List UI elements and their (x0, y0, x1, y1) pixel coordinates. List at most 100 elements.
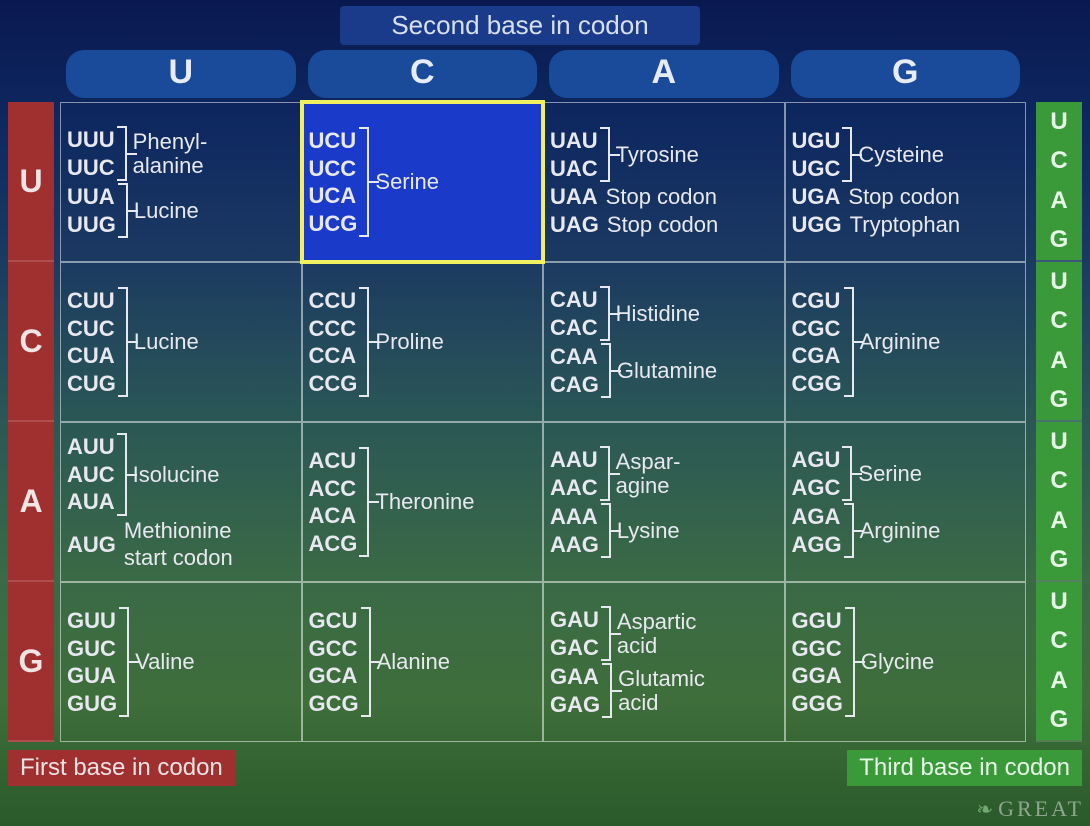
codon: UAA (550, 183, 598, 211)
third-base-a: A (1036, 341, 1082, 381)
codon-cell-u-a: UAUUACTyrosineUAAStop codonUAGStop codon (543, 102, 785, 262)
second-base-header: Second base in codon (340, 6, 700, 45)
row-head-a: A (8, 422, 54, 582)
codon-cell-g-c: GCUGCCGCAGCG Alanine (302, 582, 544, 742)
amino-acid-label: Lucine (134, 330, 199, 353)
third-base-g: G (1036, 701, 1082, 741)
third-base-c: C (1036, 302, 1082, 342)
codon-cell-u-g: UGUUGC Cysteine UGAStop codonUGG Tryptophan (785, 102, 1027, 262)
amino-acid-label: Stop codon (848, 183, 959, 211)
third-base-rail: UCAGUCAGUCAGUCAG (1036, 102, 1082, 742)
codon-list: ACUACCACAACG (309, 447, 358, 557)
third-base-g: G (1036, 381, 1082, 421)
amino-acid-label: Histidine (616, 302, 700, 325)
row-head-u: U (8, 102, 54, 262)
codon-list: CCUCCCCCACCG (309, 287, 358, 397)
codon: UAG (550, 211, 599, 239)
codon-cell-a-c: ACUACCACAACG Theronine (302, 422, 544, 582)
codon-cell-u-c: UCUUCCUCAUCG Serine (302, 102, 544, 262)
codon-list: UUAUUG (67, 183, 116, 238)
amino-acid-label: Tyrosine (616, 143, 699, 166)
amino-acid-label: Glutamicacid (618, 667, 705, 713)
codon-list: GGUGGCGGAGGG (792, 607, 843, 717)
codon-list: GCUGCCGCAGCG (309, 607, 359, 717)
third-base-u: U (1036, 102, 1082, 142)
amino-acid-label: Glutamine (617, 359, 717, 382)
codon-grid: UUUUUC Phenyl-alanine UUAUUG Lucine UCUUCCUC… (60, 102, 1026, 742)
row-head-c: C (8, 262, 54, 422)
codon-list: UUUUUC (67, 126, 115, 181)
third-base-c: C (1036, 462, 1082, 502)
first-base-rail: U C A G (8, 102, 54, 742)
codon-list: AAAAAG (550, 503, 599, 558)
codon-cell-g-a: GAUGAC Asparticacid GAAGAG Glutamicacid (543, 582, 785, 742)
third-base-g: G (1036, 221, 1082, 261)
codon-list: AAUAAC (550, 446, 598, 501)
watermark: ❧GREAT (976, 796, 1084, 822)
amino-acid-label: Stop codon (606, 183, 717, 211)
codon-list: GAAGAG (550, 663, 600, 718)
codon-list: GUUGUCGUAGUG (67, 607, 117, 717)
amino-acid-label: Lysine (617, 519, 680, 542)
amino-acid-label: Arginine (860, 519, 941, 542)
codon-list: CUUCUCCUACUG (67, 287, 116, 397)
first-base-label: First base in codon (8, 750, 235, 786)
codon-list: CGUCGCCGACGG (792, 287, 842, 397)
column-headers: U C A G (60, 50, 1026, 98)
col-head-u: U (66, 50, 296, 98)
codon-list: CAACAG (550, 343, 599, 398)
amino-acid-label: Tryptophan (850, 211, 960, 239)
amino-acid-label: Arginine (860, 330, 941, 353)
amino-acid-label: Stop codon (607, 211, 718, 239)
codon-list: AGAAGG (792, 503, 842, 558)
codon: AUG (67, 531, 116, 559)
codon-list: AGUAGC (792, 446, 841, 501)
codon-list: UCUUCCUCAUCG (309, 127, 358, 237)
codon-cell-c-a: CAUCAC Histidine CAACAG Glutamine (543, 262, 785, 422)
third-base-label: Third base in codon (847, 750, 1082, 786)
amino-acid-label: Lucine (134, 199, 199, 222)
third-base-a: A (1036, 181, 1082, 221)
third-base-u: U (1036, 582, 1082, 622)
amino-acid-label: Phenyl-alanine (133, 130, 208, 176)
third-base-u: U (1036, 262, 1082, 302)
amino-acid-label: Alanine (377, 650, 450, 673)
codon: UGG (792, 211, 842, 239)
col-head-a: A (549, 50, 779, 98)
col-head-c: C (308, 50, 538, 98)
codon-cell-a-a: AAUAAC Aspar-agine AAAAAG Lysine (543, 422, 785, 582)
codon-cell-g-u: GUUGUCGUAGUG Valine (60, 582, 302, 742)
amino-acid-label: Theronine (375, 490, 474, 513)
codon-cell-a-g: AGUAGC Serine AGAAGG Arginine (785, 422, 1027, 582)
codon-list: AUUAUCAUA (67, 433, 115, 516)
codon-cell-c-g: CGUCGCCGACGG Arginine (785, 262, 1027, 422)
amino-acid-label: Serine (858, 462, 922, 485)
row-head-g: G (8, 582, 54, 742)
codon-cell-c-c: CCUCCCCCACCG Proline (302, 262, 544, 422)
amino-acid-label: Asparticacid (617, 610, 696, 656)
codon-list: UGUUGC (792, 127, 841, 182)
amino-acid-label: Glycine (861, 650, 934, 673)
third-base-c: C (1036, 622, 1082, 662)
codon-cell-g-g: GGUGGCGGAGGG Glycine (785, 582, 1027, 742)
codon: UGA (792, 183, 841, 211)
codon-cell-u-u: UUUUUC Phenyl-alanine UUAUUG Lucine (60, 102, 302, 262)
amino-acid-label: Isolucine (133, 463, 220, 486)
third-base-c: C (1036, 142, 1082, 182)
codon-list: CAUCAC (550, 286, 598, 341)
third-base-a: A (1036, 661, 1082, 701)
amino-acid-label: Aspar-agine (616, 450, 681, 496)
codon-list: GAUGAC (550, 606, 599, 661)
amino-acid-label: Cysteine (858, 143, 944, 166)
third-base-g: G (1036, 541, 1082, 581)
amino-acid-label: Methioninestart codon (124, 517, 233, 572)
amino-acid-label: Proline (375, 330, 443, 353)
codon-list: UAUUAC (550, 127, 598, 182)
codon-cell-a-u: AUUAUCAUA Isolucine AUG Methioninestart cod… (60, 422, 302, 582)
codon-cell-c-u: CUUCUCCUACUG Lucine (60, 262, 302, 422)
third-base-a: A (1036, 501, 1082, 541)
amino-acid-label: Serine (375, 170, 439, 193)
amino-acid-label: Valine (135, 650, 195, 673)
col-head-g: G (791, 50, 1021, 98)
third-base-u: U (1036, 422, 1082, 462)
